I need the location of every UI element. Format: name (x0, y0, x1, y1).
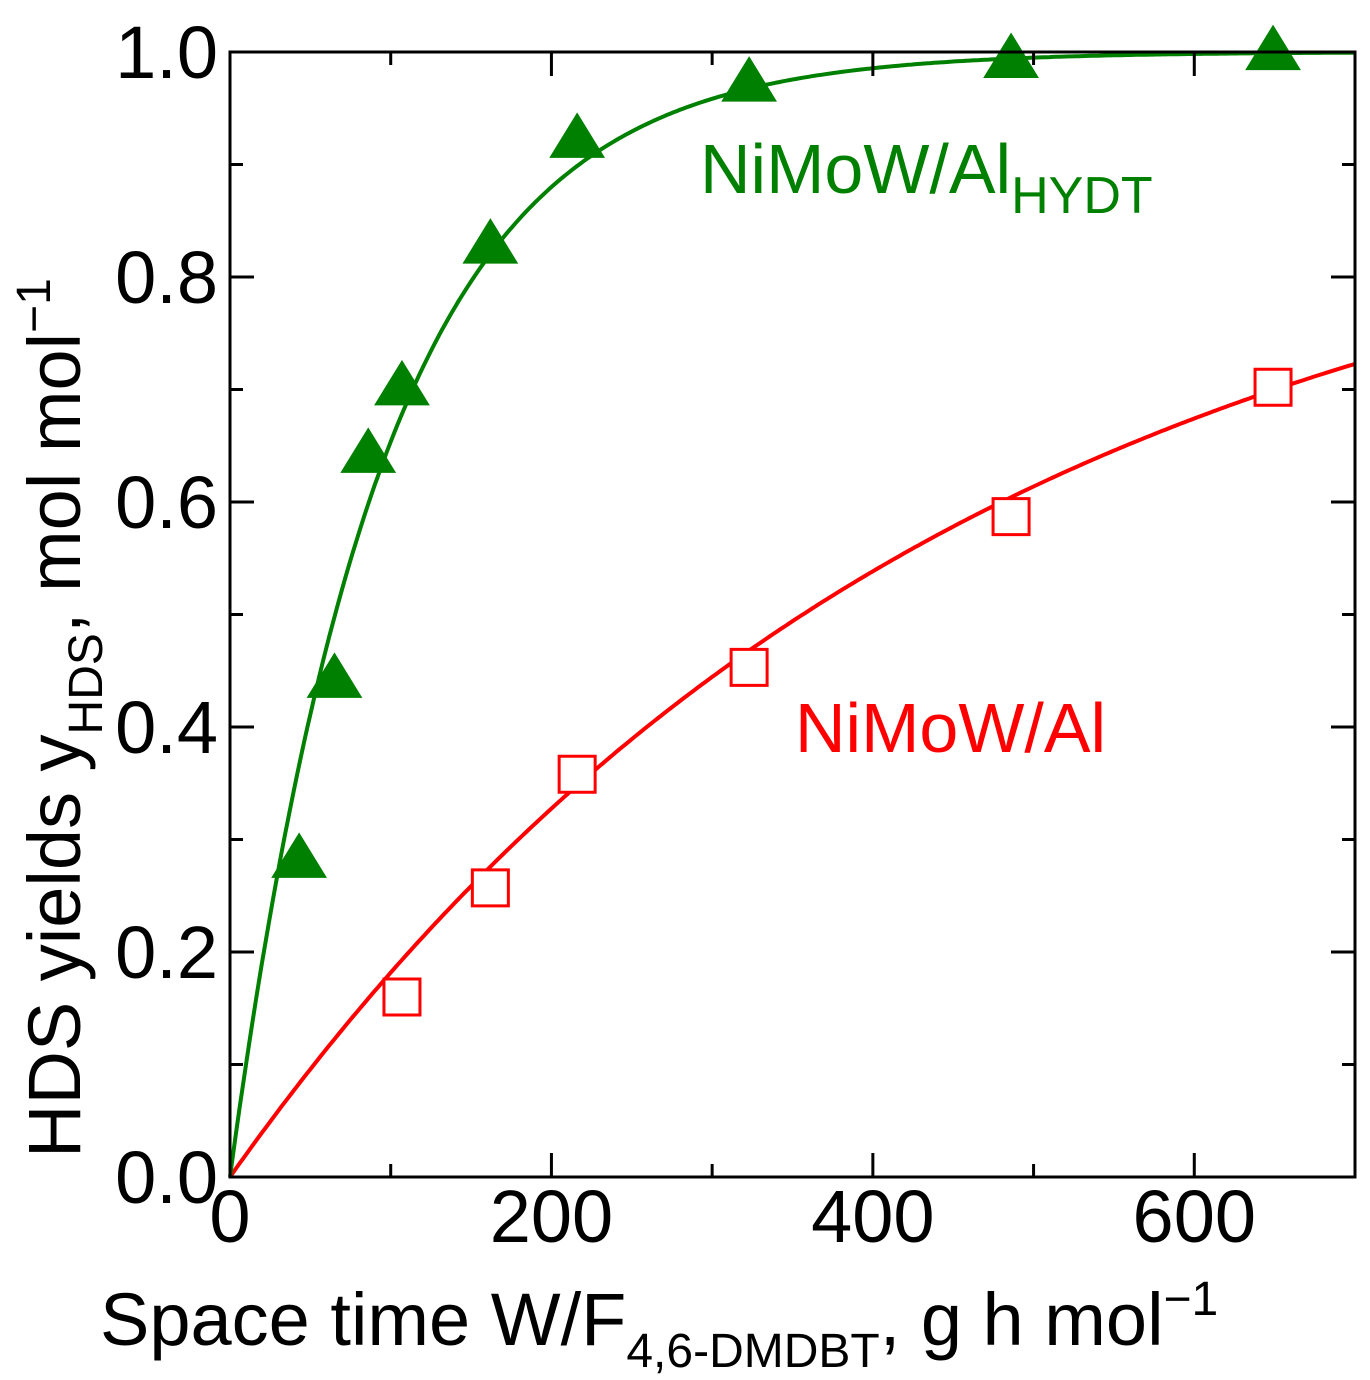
data-point-square (1253, 367, 1293, 407)
y-axis-title: HDS yields yHDS, mol mol−1 (8, 278, 113, 1158)
y-tick-label: 0.6 (115, 461, 218, 544)
x-tick-label: 400 (811, 1175, 934, 1258)
data-markers (271, 24, 1301, 1017)
plot-frame (228, 50, 1357, 1179)
x-tick-label: 200 (490, 1175, 613, 1258)
data-point-triangle (340, 427, 397, 473)
data-point-triangle (462, 218, 519, 264)
y-tick-label: 0.8 (115, 236, 218, 319)
y-tick-label: 1.0 (115, 11, 218, 94)
y-tick-label: 0.4 (115, 686, 218, 769)
tick-labels: 0 200 400 600 0.0 0.2 0.4 0.6 0.8 1.0 (115, 11, 1256, 1258)
data-point-square (382, 977, 422, 1017)
x-tick-label: 600 (1133, 1175, 1256, 1258)
y-tick-label: 0.2 (115, 911, 218, 994)
data-point-square (470, 868, 510, 908)
fit-curves (228, 50, 1356, 1179)
data-point-triangle (271, 832, 328, 878)
fit-curve (228, 361, 1356, 1179)
x-axis-title: Space time W/F4,6-DMDBT, g h mol−1 (100, 1273, 1218, 1378)
y-tick-label: 0.0 (115, 1136, 218, 1219)
x-tick-label: 0 (209, 1175, 250, 1258)
fit-curve (228, 50, 1355, 1178)
data-point-square (557, 754, 597, 794)
data-point-square (729, 647, 769, 687)
data-point-triangle (721, 56, 778, 102)
series-label-nimow-al-hydt: NiMoW/AlHYDT (700, 130, 1153, 225)
data-point-triangle (374, 359, 430, 406)
data-point-triangle (1245, 24, 1301, 71)
data-point-triangle (306, 652, 363, 698)
series-label-nimow-al: NiMoW/Al (795, 689, 1106, 767)
data-point-triangle (983, 32, 1039, 78)
data-point-triangle (549, 112, 606, 158)
data-point-square (991, 497, 1031, 537)
